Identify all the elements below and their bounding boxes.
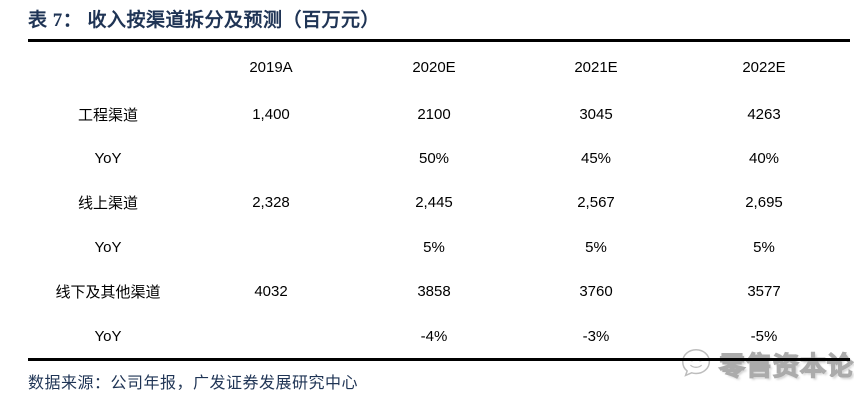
table-cell: 4032 [254,283,288,301]
table-cell [188,314,354,358]
table-cell: 3045 [579,105,613,123]
table-title: 表 7： 收入按渠道拆分及预测（百万元） [28,10,381,31]
table-cell: 45% [580,150,612,168]
header-2022E: 2022E [742,58,786,76]
watermark: 零售资本论 [678,341,854,387]
table-cell: 40% [748,150,780,168]
watermark-text: 零售资本论 [718,351,854,381]
table-cell: -5% [750,327,778,345]
revenue-table: 2019A 2020E 2021E 2022E 工程渠道 1,400 2100 … [28,42,850,358]
table-cell: -3% [582,327,610,345]
row-label-yoy: YoY [94,238,122,256]
table-cell: 3760 [579,283,613,301]
row-label-yoy: YoY [94,150,122,168]
data-source-note: 数据来源：公司年报，广发证券发展研究中心 [28,375,359,392]
header-2021E: 2021E [574,58,618,76]
header-2019A: 2019A [249,58,293,76]
table-cell: 1,400 [252,105,290,123]
table-cell: 2100 [417,105,451,123]
table-cell: -4% [420,327,448,345]
table-cell: 5% [585,238,607,256]
table-cell: 2,567 [577,194,615,212]
wechat-chat-bubble-icon [681,348,711,377]
table-cell: 2,695 [745,194,783,212]
table-cell: 3577 [747,283,781,301]
table-cell: 50% [418,150,450,168]
row-label-yoy: YoY [94,327,122,345]
table-cell: 5% [753,238,775,256]
table-cell: 3858 [417,283,451,301]
bottom-rule [28,358,850,361]
table-cell: 2,328 [252,194,290,212]
row-label-engineering-channel: 工程渠道 [77,107,138,124]
table-cell: 2,445 [415,194,453,212]
table-cell [188,225,354,269]
top-rule [28,39,850,42]
table-cell [188,136,354,180]
row-label-offline-other-channel: 线下及其他渠道 [55,285,161,302]
table-cell: 4263 [747,105,781,123]
header-2020E: 2020E [412,58,456,76]
table-cell: 5% [423,238,445,256]
header-corner-cell [28,42,188,92]
row-label-online-channel: 线上渠道 [77,196,138,213]
